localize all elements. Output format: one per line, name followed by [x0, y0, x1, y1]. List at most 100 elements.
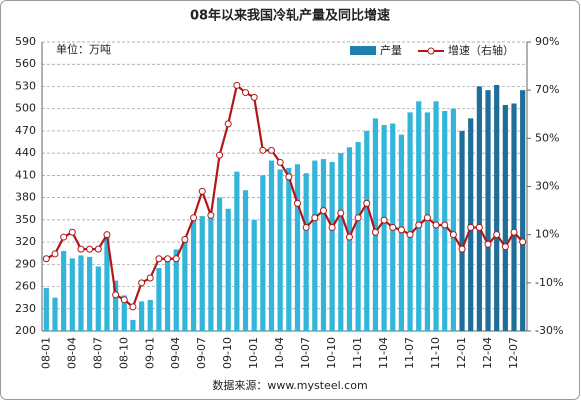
bar: [494, 84, 500, 331]
marker: [198, 187, 206, 195]
bar: [338, 153, 344, 331]
y-tick-label: 290: [15, 257, 36, 270]
marker: [467, 223, 475, 231]
bar: [277, 169, 283, 331]
x-tick-label: 10-01: [247, 337, 260, 369]
bar: [364, 130, 370, 331]
marker: [172, 255, 180, 263]
bar: [251, 219, 257, 331]
y2-tick-label: 90%: [535, 35, 559, 48]
bar: [61, 250, 67, 331]
y-tick-label: 200: [15, 324, 36, 337]
marker: [224, 120, 232, 128]
x-tick-label: 08-07: [91, 337, 104, 369]
bar: [43, 288, 49, 331]
bar: [303, 173, 309, 331]
x-tick-label: 11-07: [403, 337, 416, 369]
y-tick-label: 470: [15, 124, 36, 137]
bar: [372, 118, 379, 331]
marker: [268, 146, 276, 154]
x-tick-label: 12-07: [507, 337, 520, 369]
marker: [510, 228, 518, 236]
marker: [164, 255, 172, 263]
bar: [156, 268, 162, 331]
marker: [519, 238, 527, 246]
marker: [415, 221, 423, 229]
marker: [42, 255, 50, 263]
bar: [511, 103, 517, 331]
y-tick-label: 380: [15, 191, 36, 204]
bar: [294, 164, 301, 331]
bar: [182, 242, 188, 331]
legend-swatch: [427, 47, 435, 55]
marker: [475, 223, 483, 231]
x-tick-label: 11-01: [351, 337, 364, 369]
bar: [268, 160, 275, 331]
bar: [147, 299, 153, 331]
marker: [207, 211, 215, 219]
bar: [242, 190, 249, 331]
x-tick-label: 10-04: [273, 337, 286, 369]
marker: [328, 223, 336, 231]
marker: [293, 199, 301, 207]
marker: [86, 245, 94, 253]
marker: [389, 223, 397, 231]
marker: [94, 245, 102, 253]
y-tick-label: 560: [15, 57, 36, 70]
x-tick-label: 08-01: [39, 337, 52, 369]
bar: [286, 167, 292, 331]
y-tick-label: 530: [15, 79, 36, 92]
x-tick-label: 09-10: [221, 337, 234, 369]
marker: [397, 226, 405, 234]
y-tick-label: 500: [15, 102, 36, 115]
source: 数据来源：www.mysteel.com: [212, 378, 367, 392]
unit-label: 单位：万吨: [56, 42, 111, 56]
marker: [259, 146, 267, 154]
x-tick-label: 12-01: [455, 337, 468, 369]
marker: [276, 158, 284, 166]
bar: [433, 101, 439, 332]
marker: [380, 216, 388, 224]
y-tick-label: 350: [15, 213, 36, 226]
x-tick-label: 11-04: [377, 337, 390, 369]
marker: [501, 243, 509, 251]
y-tick-label: 440: [15, 146, 36, 159]
bar: [208, 212, 214, 331]
x-tick-label: 09-07: [195, 337, 208, 369]
x-tick-label: 11-10: [429, 337, 442, 369]
marker: [371, 228, 379, 236]
bar: [416, 101, 422, 332]
marker: [216, 151, 224, 159]
bar: [130, 319, 136, 331]
bar: [95, 266, 101, 331]
marker: [432, 221, 440, 229]
x-tick-label: 08-10: [117, 337, 130, 369]
marker: [302, 223, 310, 231]
bar: [225, 208, 231, 331]
bar: [260, 175, 266, 331]
marker: [493, 231, 501, 239]
bar: [121, 295, 127, 331]
y-tick-label: 410: [15, 168, 36, 181]
legend-label: 产量: [380, 43, 402, 57]
bar: [485, 90, 491, 332]
marker: [155, 255, 163, 263]
bar: [329, 162, 335, 331]
marker: [337, 209, 345, 217]
bar: [234, 171, 240, 331]
marker: [68, 228, 76, 236]
bar: [312, 160, 318, 331]
marker: [441, 221, 449, 229]
marker: [146, 274, 154, 282]
bar: [442, 110, 448, 332]
marker: [250, 93, 258, 101]
y2-tick-label: 30%: [535, 180, 559, 193]
bar: [476, 86, 482, 331]
legend-swatch: [350, 46, 376, 55]
marker: [406, 231, 414, 239]
marker: [319, 207, 327, 215]
bar: [52, 297, 58, 331]
marker: [190, 214, 198, 222]
marker: [120, 296, 128, 304]
bar: [424, 112, 430, 332]
